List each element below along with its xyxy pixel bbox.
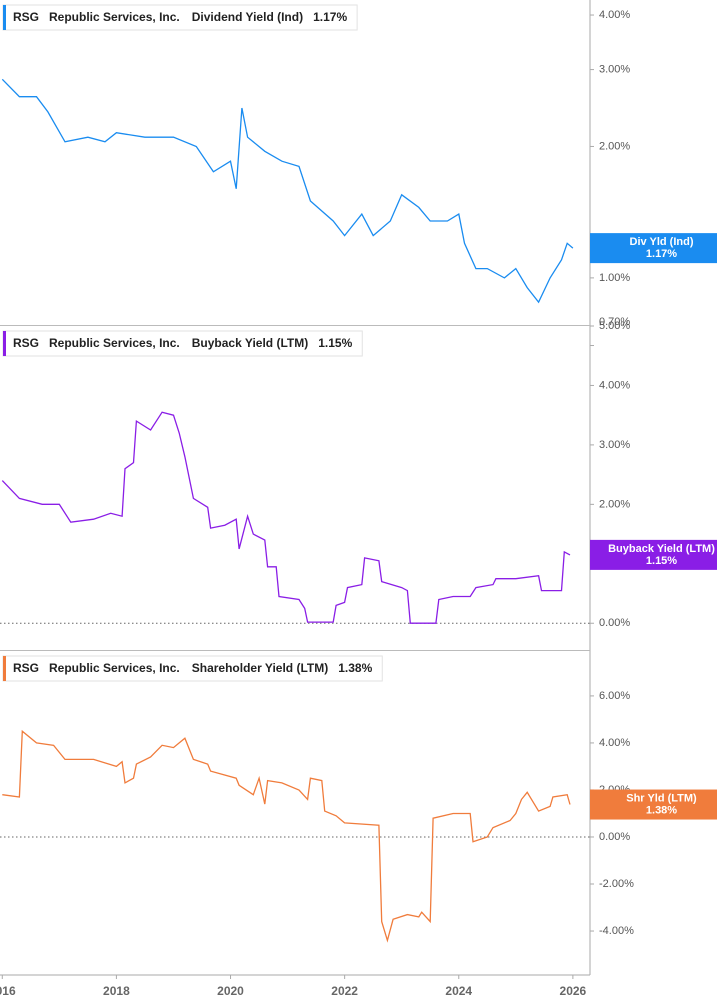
- series-line: [1, 411, 571, 624]
- badge-value: 1.17%: [646, 248, 677, 260]
- series-line: [2, 729, 571, 943]
- badge-value: 1.15%: [646, 555, 677, 567]
- legend-ticker: RSG: [13, 10, 39, 24]
- y-tick-label: 4.00%: [599, 737, 630, 749]
- y-tick-label: -4.00%: [599, 925, 634, 937]
- legend-metric: Shareholder Yield (LTM): [192, 661, 328, 675]
- legend: RSG Republic Services, Inc. Buyback Yield …: [2, 330, 363, 357]
- y-tick-label: 0.70%: [599, 316, 630, 328]
- legend-metric: Buyback Yield (LTM): [192, 336, 308, 350]
- y-tick-label: 0.00%: [599, 831, 630, 843]
- x-tick-label: 2022: [331, 984, 358, 998]
- legend-ticker: RSG: [13, 661, 39, 675]
- legend-value: 1.38%: [338, 661, 372, 675]
- y-tick-label: 3.00%: [599, 63, 630, 75]
- legend-marker: [3, 5, 6, 30]
- x-tick-label: 2020: [217, 984, 244, 998]
- y-tick-label: 6.00%: [599, 690, 630, 702]
- y-tick-label: 3.00%: [599, 439, 630, 451]
- legend-marker: [3, 656, 6, 681]
- y-tick-label: 2.00%: [599, 498, 630, 510]
- legend-value: 1.17%: [313, 10, 347, 24]
- y-tick-label: 1.00%: [599, 272, 630, 284]
- badge-label: Div Yld (Ind): [630, 236, 694, 248]
- value-badge: [590, 233, 717, 264]
- legend-metric: Dividend Yield (Ind): [192, 10, 303, 24]
- badge-label: Buyback Yield (LTM): [608, 543, 715, 555]
- legend-company: Republic Services, Inc.: [49, 336, 180, 350]
- legend-box: [2, 4, 358, 31]
- y-tick-label: 4.00%: [599, 379, 630, 391]
- badge-label: Shr Yld (LTM): [626, 792, 697, 804]
- value-badge: [590, 539, 717, 570]
- x-tick-label: 2024: [445, 984, 472, 998]
- series-line: [1, 78, 574, 304]
- y-tick-label: 2.00%: [599, 140, 630, 152]
- x-tick-label: 2026: [560, 984, 587, 998]
- x-tick-label: 2016: [0, 984, 16, 998]
- legend: RSG Republic Services, Inc. Dividend Yield…: [2, 4, 358, 31]
- legend-value: 1.15%: [318, 336, 352, 350]
- x-tick-label: 2018: [103, 984, 130, 998]
- y-tick-label: 0.00%: [599, 617, 630, 629]
- legend-ticker: RSG: [13, 336, 39, 350]
- legend-box: [2, 655, 383, 682]
- legend-company: Republic Services, Inc.: [49, 661, 180, 675]
- legend-marker: [3, 331, 6, 356]
- legend: RSG Republic Services, Inc. Shareholder Yi…: [2, 655, 383, 682]
- legend-company: Republic Services, Inc.: [49, 10, 180, 24]
- y-tick-label: 5.00%: [599, 320, 630, 332]
- y-tick-label: -2.00%: [599, 878, 634, 890]
- y-tick-label: 4.00%: [599, 9, 630, 21]
- legend-box: [2, 330, 363, 357]
- value-badge: [590, 789, 717, 820]
- badge-value: 1.38%: [646, 804, 677, 816]
